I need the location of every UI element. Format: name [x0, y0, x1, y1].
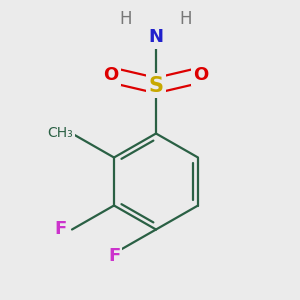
Text: H: H [180, 11, 192, 28]
Text: S: S [148, 76, 164, 95]
Text: CH₃: CH₃ [47, 127, 73, 140]
Text: O: O [194, 66, 208, 84]
Text: H: H [120, 11, 132, 28]
Text: F: F [108, 247, 120, 265]
Text: F: F [54, 220, 66, 238]
Text: N: N [148, 28, 164, 46]
Text: O: O [103, 66, 118, 84]
